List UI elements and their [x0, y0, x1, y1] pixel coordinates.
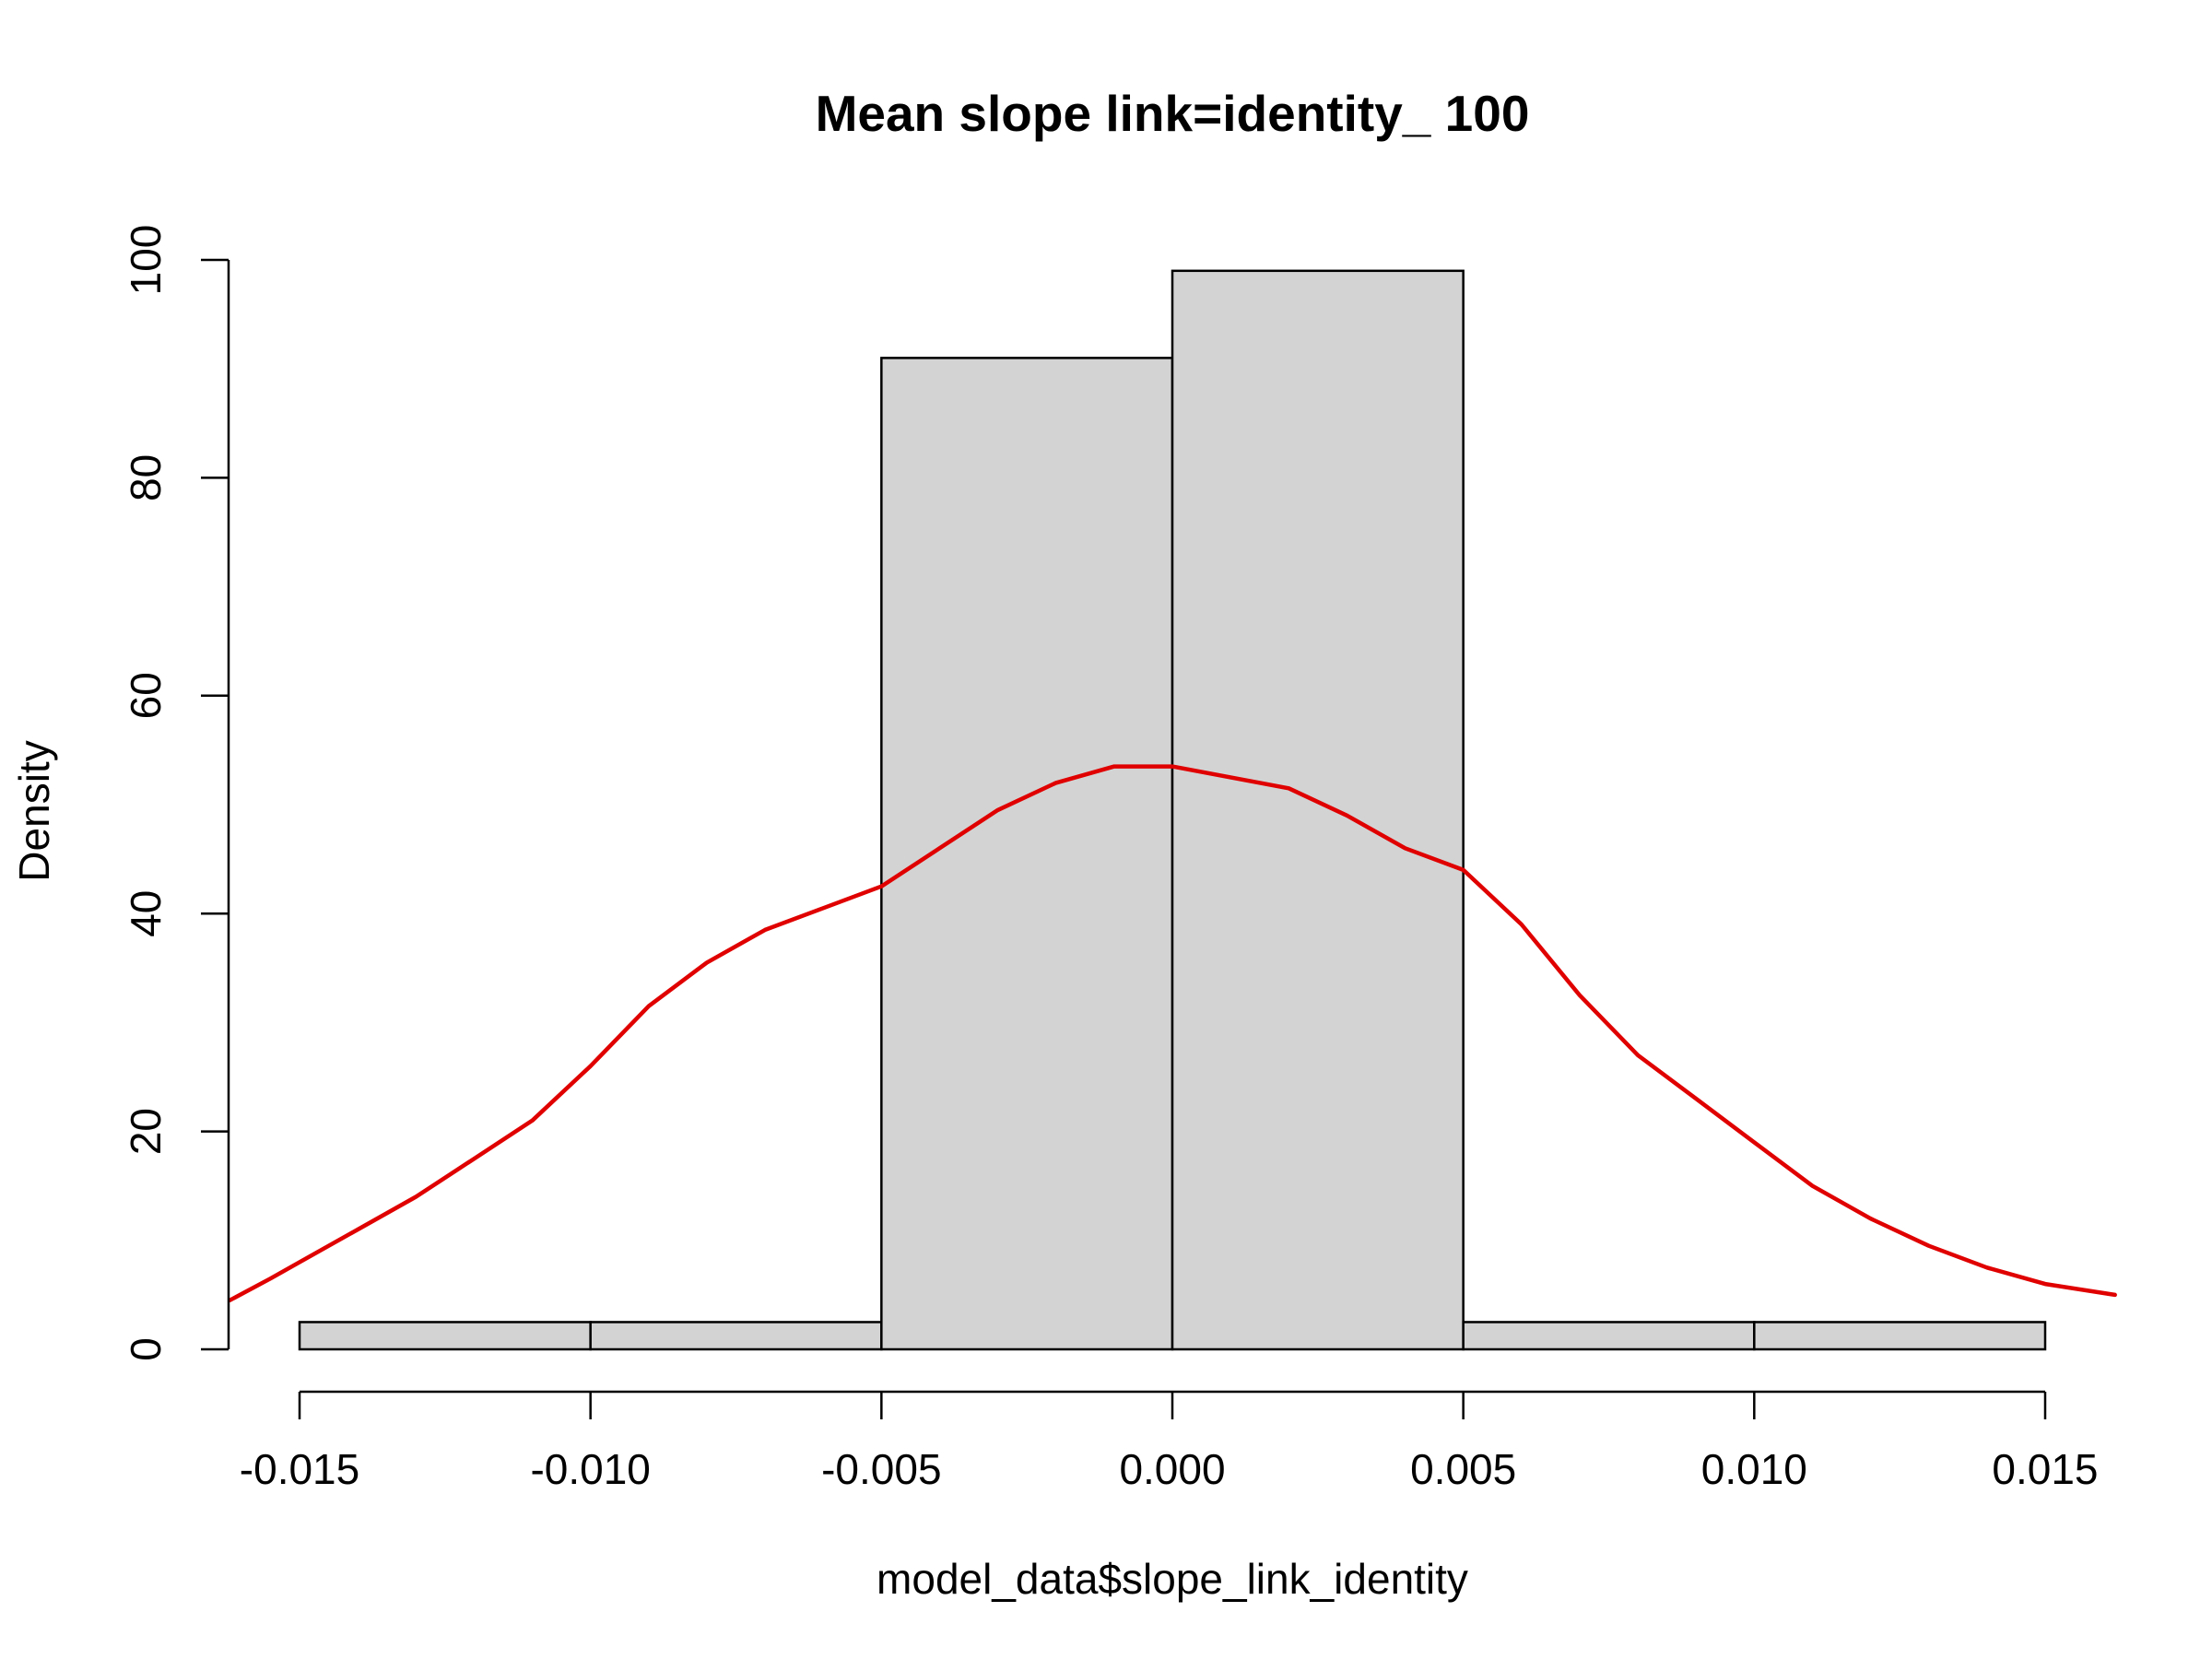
x-tick-label: 0.015	[1992, 1445, 2098, 1493]
y-tick-label: 20	[122, 1108, 170, 1155]
x-tick-label: -0.015	[240, 1445, 359, 1493]
histogram-bar	[1753, 1321, 2047, 1351]
histogram-bars	[298, 269, 2047, 1351]
y-tick-label: 0	[122, 1337, 170, 1361]
histogram-bar	[1171, 269, 1465, 1351]
y-tick-label: 40	[122, 890, 170, 937]
y-tick-label: 100	[122, 225, 170, 296]
density-curve	[228, 764, 2117, 1303]
x-axis-label: model_data$slope_link_identity	[877, 1555, 1468, 1603]
y-tick-label: 60	[122, 672, 170, 719]
x-tick-label: -0.005	[821, 1445, 941, 1493]
histogram-bar	[880, 357, 1174, 1351]
x-tick-label: 0.005	[1410, 1445, 1516, 1493]
y-tick-label: 80	[122, 454, 170, 501]
y-axis: 0 20 40 60 80 100	[122, 225, 230, 1361]
x-tick-label: 0.000	[1119, 1445, 1225, 1493]
histogram-bar	[589, 1321, 883, 1351]
x-axis: -0.015 -0.010 -0.005 0.000 0.005 0.010 0.015	[240, 1390, 2099, 1493]
x-tick-label: 0.010	[1701, 1445, 1807, 1493]
chart-title: Mean slope link=identity_ 100	[816, 85, 1530, 142]
y-axis-label: Density	[10, 740, 58, 881]
histogram-bar	[298, 1321, 592, 1351]
histogram-bar	[1462, 1321, 1756, 1351]
x-tick-label: -0.010	[530, 1445, 650, 1493]
